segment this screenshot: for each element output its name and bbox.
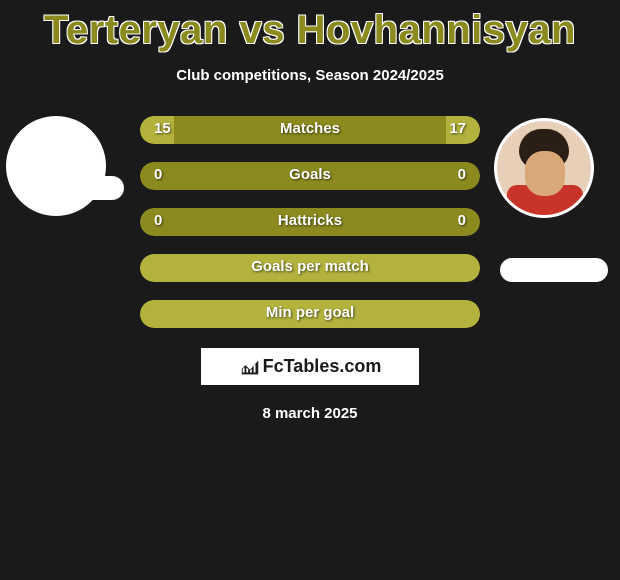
stat-row: Hattricks0 0 — [140, 208, 480, 236]
page-title: Terteryan vs Hovhannisyan — [44, 8, 576, 53]
right-player-avatar — [494, 118, 594, 218]
row-value-left: 15 — [154, 120, 171, 137]
row-value-left: 0 — [154, 166, 162, 183]
row-value-right: 0 — [458, 166, 466, 183]
stat-row: Goals per match — [140, 254, 480, 282]
page-container: Terteryan vs Hovhannisyan Club competiti… — [0, 0, 620, 422]
logo-text: FcTables.com — [239, 356, 382, 378]
stat-row: Goals0 0 — [140, 162, 480, 190]
chart-area: Matches1517Goals00Hattricks00Goals per m… — [0, 116, 620, 328]
left-player-pill — [16, 176, 124, 200]
row-label: Matches — [140, 120, 480, 137]
row-value-right: 17 — [449, 120, 466, 137]
stat-row: Min per goal — [140, 300, 480, 328]
row-label: Goals per match — [140, 258, 480, 275]
right-player-pill — [500, 258, 608, 282]
left-player-avatar — [6, 116, 106, 216]
chart-icon — [239, 356, 261, 378]
avatar-body-shape — [507, 185, 583, 218]
logo-box: FcTables.com — [201, 348, 419, 385]
stat-rows: Matches1517Goals00Hattricks00Goals per m… — [140, 116, 480, 328]
date-text: 8 march 2025 — [262, 405, 357, 422]
row-value-right: 0 — [458, 212, 466, 229]
logo-label: FcTables.com — [263, 356, 382, 377]
row-label: Min per goal — [140, 304, 480, 321]
row-value-left: 0 — [154, 212, 162, 229]
stat-row: Matches15 17 — [140, 116, 480, 144]
row-label: Hattricks — [140, 212, 480, 229]
page-subtitle: Club competitions, Season 2024/2025 — [176, 67, 444, 84]
row-label: Goals — [140, 166, 480, 183]
